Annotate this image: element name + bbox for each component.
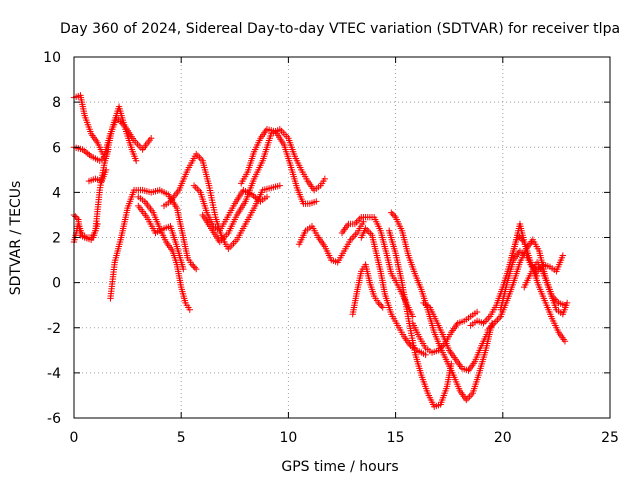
chart-title: Day 360 of 2024, Sidereal Day-to-day VTE… [60, 21, 620, 37]
data-point [422, 351, 429, 359]
data-point [186, 306, 193, 313]
series-arc-15 [349, 261, 386, 318]
data-point [147, 135, 155, 142]
data-point [263, 193, 271, 201]
data-point [132, 157, 140, 164]
data-point [561, 338, 569, 345]
series-arc-14 [338, 213, 416, 320]
x-tick-label: 15 [387, 430, 405, 446]
data-point [375, 299, 382, 307]
y-tick-label: 6 [52, 140, 61, 156]
y-tick-label: 8 [52, 95, 61, 111]
series-arc-2 [70, 103, 140, 164]
data-point [73, 214, 81, 222]
y-tick-label: 10 [43, 50, 61, 66]
y-tick-label: 0 [52, 276, 61, 292]
series-arc-25 [521, 259, 571, 318]
data-point [105, 146, 112, 153]
data-point [379, 304, 386, 311]
x-axis-title: GPS time / hours [281, 459, 398, 475]
series-arc-24 [508, 232, 567, 275]
series-arc-23 [497, 247, 569, 345]
data-point [102, 166, 110, 174]
data-point [180, 265, 187, 273]
y-axis-title: SDTVAR / TECUs [8, 181, 24, 296]
data-point [191, 264, 198, 271]
data-point [378, 302, 385, 310]
axis-ticks [73, 56, 611, 419]
series-arc-8 [135, 202, 187, 273]
x-tick-label: 10 [279, 430, 297, 446]
y-tick-label: 2 [52, 231, 61, 247]
series-arc-13 [295, 218, 367, 266]
series-arc-11 [199, 126, 329, 246]
data-point [388, 209, 395, 216]
x-tick-label: 20 [494, 430, 512, 446]
data-point [193, 265, 200, 273]
data-point [389, 210, 396, 218]
series-arc-12 [238, 126, 320, 207]
data-point [321, 175, 329, 183]
y-tick-label: -2 [47, 321, 61, 337]
data-point [190, 262, 197, 270]
data-point [376, 301, 384, 308]
y-tick-label: -6 [47, 411, 61, 427]
series-arc-7 [135, 193, 193, 313]
grid-lines [74, 57, 610, 418]
tick-labels: 0 5 10 15 20 25 -6 -4 -2 0 2 4 6 8 10 [43, 50, 619, 446]
series-arc-18 [385, 227, 455, 410]
data-point [563, 299, 571, 307]
data-point [188, 261, 196, 268]
data-point [473, 308, 481, 316]
data-point [94, 220, 101, 228]
data-point [559, 252, 567, 259]
series-arc-6 [107, 186, 200, 302]
series-arc-19 [409, 308, 481, 356]
y-tick-label: 4 [52, 185, 61, 201]
series-arc-10 [190, 182, 271, 234]
data-point [313, 198, 320, 205]
x-tick-label: 25 [601, 430, 619, 446]
x-tick-label: 5 [177, 430, 186, 446]
data-point [390, 212, 398, 219]
y-tick-label: -4 [47, 366, 61, 382]
series-arc-17 [388, 209, 496, 404]
data-point [448, 360, 455, 368]
data-point [72, 213, 79, 220]
series-arc-5 [85, 166, 110, 185]
data-point [276, 182, 284, 189]
x-tick-label: 0 [70, 430, 79, 446]
series-arc-20 [420, 299, 491, 374]
